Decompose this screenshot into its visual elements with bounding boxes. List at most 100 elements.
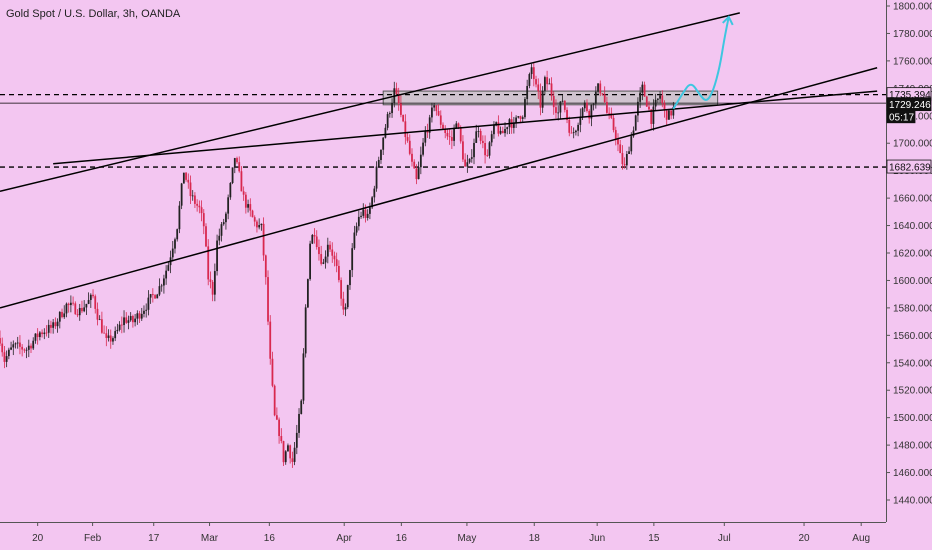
candle-body: [415, 168, 418, 180]
price-axis-panel[interactable]: [886, 0, 932, 522]
candle-body: [495, 122, 498, 125]
price-tag-box: [886, 159, 932, 174]
candle-body: [253, 217, 256, 222]
candle-body: [594, 91, 597, 104]
candle-body: [92, 294, 94, 297]
candle-body: [654, 99, 657, 107]
candle-body: [151, 294, 154, 296]
candle-body: [85, 303, 88, 308]
candle-body: [637, 101, 639, 116]
price-tick-label: 1620.000: [893, 249, 932, 260]
candle-body: [87, 299, 90, 304]
candle-body: [665, 110, 668, 120]
time-axis-panel[interactable]: [0, 522, 932, 550]
candle-body: [444, 128, 447, 133]
candle-body: [617, 138, 619, 145]
candle-body: [34, 333, 37, 341]
candle-body: [229, 182, 232, 198]
candle-body: [417, 167, 420, 180]
candle-body: [599, 83, 602, 94]
price-tag-label: 1735.394: [889, 90, 931, 101]
candle-body: [457, 123, 460, 128]
candle-body: [16, 342, 19, 344]
candle-body: [577, 124, 580, 131]
candle-body: [335, 259, 338, 266]
candle-body: [134, 318, 137, 323]
candle-body: [557, 112, 560, 114]
price-tag-box: [886, 109, 916, 124]
candle-body: [198, 205, 201, 208]
candle-body: [45, 332, 48, 334]
candle-body: [138, 313, 141, 319]
price-tick-label: 1700.000: [893, 139, 932, 150]
price-tick-label: 1480.000: [893, 441, 932, 452]
time-tick-label: 16: [396, 533, 408, 544]
candle-body: [537, 84, 540, 92]
time-tick-label: Mar: [201, 533, 219, 544]
candle-body: [668, 110, 670, 120]
candle-body: [72, 302, 74, 304]
candle-body: [411, 153, 413, 162]
trend-line-mid[interactable]: [53, 90, 878, 165]
candle-body: [273, 385, 276, 416]
candle-body: [38, 332, 41, 338]
candle-body: [583, 102, 586, 109]
time-tick-label: May: [457, 533, 476, 544]
candle-body: [275, 415, 278, 420]
candle-body: [515, 117, 517, 123]
candle-body: [395, 88, 398, 94]
price-tick-label: 1520.000: [893, 386, 932, 397]
candle-body: [127, 320, 130, 323]
candle-body: [351, 248, 354, 271]
candle-body: [614, 130, 617, 139]
projection-path: [672, 16, 730, 110]
candle-body: [194, 195, 196, 204]
candle-body: [526, 85, 529, 99]
candle-body: [672, 107, 675, 116]
candle-body: [58, 311, 61, 322]
candle-body: [322, 262, 325, 264]
candle-body: [262, 223, 265, 256]
candle-body: [431, 107, 433, 118]
trend-line-lower[interactable]: [0, 67, 878, 309]
time-tick-label: 17: [148, 533, 160, 544]
candle-body: [426, 130, 429, 133]
candle-body: [196, 203, 199, 206]
candle-body: [12, 344, 15, 348]
candle-body: [610, 113, 613, 118]
candle-body: [592, 103, 595, 105]
candle-body: [120, 324, 123, 326]
candle-body: [619, 144, 622, 154]
candle-body: [424, 130, 427, 143]
candle-body: [147, 297, 150, 310]
candle-body: [561, 100, 564, 102]
candle-body: [256, 221, 258, 228]
candle-body: [300, 400, 303, 414]
candle-body: [386, 114, 389, 128]
price-tick-label: 1640.000: [893, 221, 932, 232]
price-tick-label: 1660.000: [893, 194, 932, 205]
candle-body: [282, 441, 285, 463]
candle-body: [309, 243, 311, 280]
candle-body: [83, 307, 86, 312]
candle-body: [388, 113, 391, 115]
candle-body: [165, 270, 168, 279]
candle-body: [559, 101, 562, 113]
candle-body: [521, 117, 524, 119]
candle-body: [501, 130, 504, 134]
candle-body: [630, 136, 633, 152]
candle-body: [453, 127, 455, 141]
price-tick-label: 1800.000: [893, 2, 932, 13]
candle-body: [391, 103, 393, 114]
candle-body: [497, 122, 500, 134]
candle-body: [291, 458, 294, 462]
candle-body: [298, 413, 300, 433]
candle-body: [247, 204, 249, 208]
candle-body: [231, 167, 234, 183]
trend-line-upper[interactable]: [0, 12, 740, 192]
candle-body: [98, 319, 101, 321]
candle-body: [278, 419, 280, 437]
candle-body: [606, 101, 608, 113]
candle-body: [302, 353, 305, 401]
